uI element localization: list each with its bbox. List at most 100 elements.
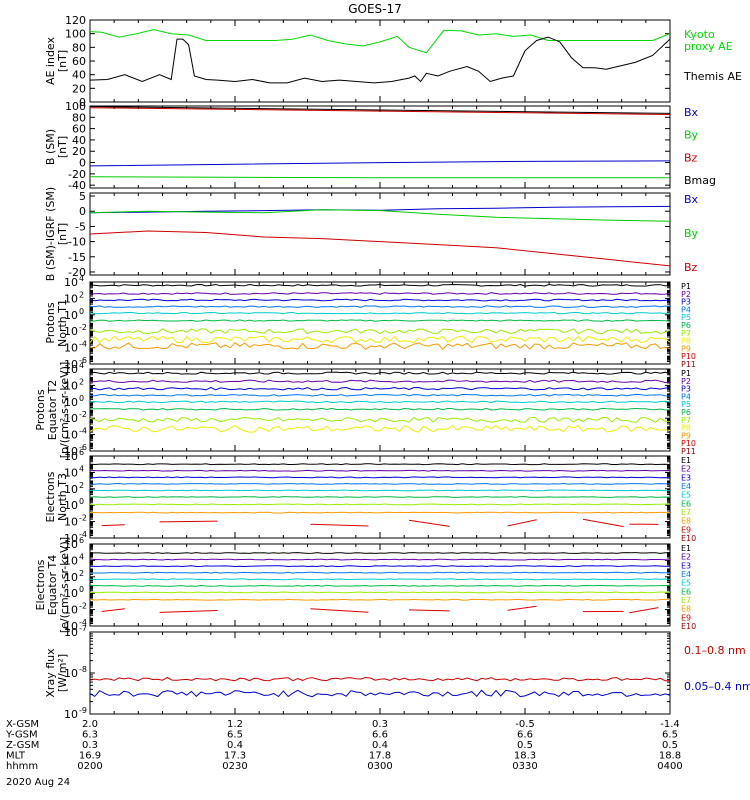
y-axis-label: Electrons (34, 559, 47, 610)
series-line (90, 311, 670, 315)
legend-entry: Bz (684, 151, 698, 164)
y-tick-exponent: -4 (79, 530, 87, 539)
legend-entry: By (684, 129, 699, 142)
legend-entry: P5 (681, 313, 691, 322)
legend-entry: By (684, 227, 699, 240)
footer-value: 6.6 (372, 730, 388, 741)
series-line (90, 584, 670, 587)
legend-entry: P4 (681, 392, 691, 401)
legend-entry: E3 (681, 561, 691, 570)
chart-title: GOES-17 (348, 2, 402, 16)
series-line (90, 416, 670, 423)
series-line (90, 463, 670, 466)
series-group (90, 205, 670, 267)
footer-value: 0230 (222, 761, 247, 772)
series-line (90, 689, 670, 698)
y-tick-label: 0 (79, 157, 86, 170)
series-group (90, 463, 670, 528)
series-line (90, 676, 670, 682)
legend-entry: E2 (681, 465, 691, 474)
series-line (90, 328, 670, 335)
footer-value: 17.8 (369, 751, 391, 762)
y-tick-exponent: 0 (79, 307, 84, 316)
legend-entry: E8 (681, 605, 691, 614)
series-line (90, 400, 670, 404)
series-segment (582, 518, 624, 528)
legend-entry: E5 (681, 491, 691, 500)
y-axis-label: [nT] (56, 50, 69, 72)
y-tick-label: -15 (68, 251, 86, 264)
y-axis-label: B (SM) (44, 129, 57, 165)
legend-entry: P4 (681, 305, 691, 314)
legend-entry: P2 (681, 377, 691, 386)
legend-entry: E3 (681, 473, 691, 482)
legend-entry: P7 (681, 416, 691, 425)
series-line (90, 489, 670, 492)
footer-row-label: hhmm (6, 761, 38, 772)
series-group (90, 552, 670, 614)
series-line (90, 407, 670, 411)
footer-value: 0.5 (517, 740, 533, 751)
y-tick-label: 10 (64, 466, 78, 479)
series-line (90, 107, 670, 115)
legend-entry: P1 (681, 282, 691, 291)
y-axis-label: [nT] (56, 136, 69, 158)
y-tick-label: -5 (75, 220, 86, 233)
footer-value: 18.3 (514, 751, 536, 762)
legend-entry: P9 (681, 344, 691, 353)
series-line (90, 578, 670, 581)
legend-entry: P2 (681, 290, 691, 299)
series-segment (159, 520, 218, 523)
footer-value: -0.5 (515, 719, 535, 730)
series-group (90, 29, 670, 84)
y-tick-label: 10 (64, 358, 78, 371)
y-tick-label: 10 (64, 571, 78, 584)
y-tick-label: 20 (72, 145, 86, 158)
series-line (90, 424, 670, 433)
series-line (90, 598, 670, 601)
series-line (90, 176, 670, 179)
panel-frame (89, 631, 671, 715)
legend-entry: P6 (681, 408, 691, 417)
footer-table: X-GSM 2.0 1.2 0.3 -0.5 -1.4 Y-GSM 6.3 6.5 6.6 6.6 6… (5, 719, 683, 772)
series-line (90, 319, 670, 322)
y-tick-label: 10 (64, 379, 78, 392)
footer-value: 2.0 (82, 719, 98, 730)
y-tick-label: 10 (64, 499, 78, 512)
y-tick-exponent: 2 (79, 569, 84, 578)
series-segment (101, 608, 125, 613)
y-tick-label: 10 (64, 363, 78, 376)
y-tick-exponent: 6 (79, 536, 84, 545)
y-axis-label: [W/m²] (56, 654, 69, 692)
y-tick-label: 60 (72, 55, 86, 68)
y-axis-label: [nT] (56, 223, 69, 245)
legend-entry: P3 (681, 298, 691, 307)
series-line (90, 335, 670, 344)
y-axis-label: North T1 (56, 299, 69, 347)
y-tick-exponent: -2 (79, 410, 87, 419)
y-tick-label: -20 (68, 266, 86, 279)
series-group (90, 676, 670, 698)
series-line (90, 503, 670, 506)
y-tick-label: 10 (64, 483, 78, 496)
y-tick-label: 0 (79, 205, 86, 218)
y-tick-label: -10 (68, 236, 86, 249)
footer-value: 6.5 (227, 730, 243, 741)
footer-value: 16.9 (79, 751, 101, 762)
series-line (90, 565, 670, 568)
series-line (90, 496, 670, 498)
series-line (90, 160, 670, 167)
footer-value: 0300 (367, 761, 392, 772)
y-tick-exponent: -6 (79, 443, 87, 452)
y-tick-exponent: -4 (79, 618, 87, 627)
y-tick-label: 10 (64, 445, 78, 458)
series-line (90, 230, 670, 267)
y-tick-label: 0 (79, 96, 86, 109)
y-tick-label: 40 (72, 69, 86, 82)
legend-entry: E9 (681, 525, 691, 534)
y-tick-exponent: 0 (79, 497, 84, 506)
legend-entry: P1 (681, 369, 691, 378)
